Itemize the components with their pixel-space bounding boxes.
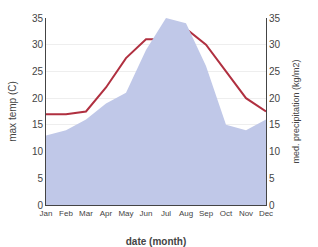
svg-text:Dec: Dec <box>259 209 273 218</box>
svg-text:10: 10 <box>269 146 281 157</box>
svg-text:5: 5 <box>37 173 43 184</box>
svg-text:30: 30 <box>269 39 281 50</box>
svg-text:med. precipitation (kg/m2): med. precipitation (kg/m2) <box>291 59 301 163</box>
svg-text:Sep: Sep <box>199 209 214 218</box>
svg-text:Aug: Aug <box>179 209 193 218</box>
svg-text:35: 35 <box>32 13 44 24</box>
svg-text:Apr: Apr <box>100 209 113 218</box>
svg-text:Oct: Oct <box>220 209 233 218</box>
svg-text:5: 5 <box>269 173 275 184</box>
svg-text:Jun: Jun <box>140 209 153 218</box>
svg-text:0: 0 <box>37 200 43 211</box>
svg-text:0: 0 <box>269 200 275 211</box>
svg-text:25: 25 <box>269 66 281 77</box>
svg-text:date (month): date (month) <box>126 236 187 247</box>
svg-text:10: 10 <box>32 146 44 157</box>
svg-text:Mar: Mar <box>79 209 93 218</box>
svg-text:20: 20 <box>269 93 281 104</box>
svg-text:max temp (C): max temp (C) <box>7 81 18 142</box>
svg-text:20: 20 <box>32 93 44 104</box>
svg-text:Jan: Jan <box>40 209 53 218</box>
svg-text:35: 35 <box>269 13 281 24</box>
svg-text:30: 30 <box>32 39 44 50</box>
svg-text:May: May <box>118 209 133 218</box>
svg-text:Jul: Jul <box>161 209 171 218</box>
svg-text:15: 15 <box>32 119 44 130</box>
svg-text:Feb: Feb <box>59 209 73 218</box>
svg-text:25: 25 <box>32 66 44 77</box>
svg-text:Nov: Nov <box>239 209 253 218</box>
svg-text:15: 15 <box>269 119 281 130</box>
